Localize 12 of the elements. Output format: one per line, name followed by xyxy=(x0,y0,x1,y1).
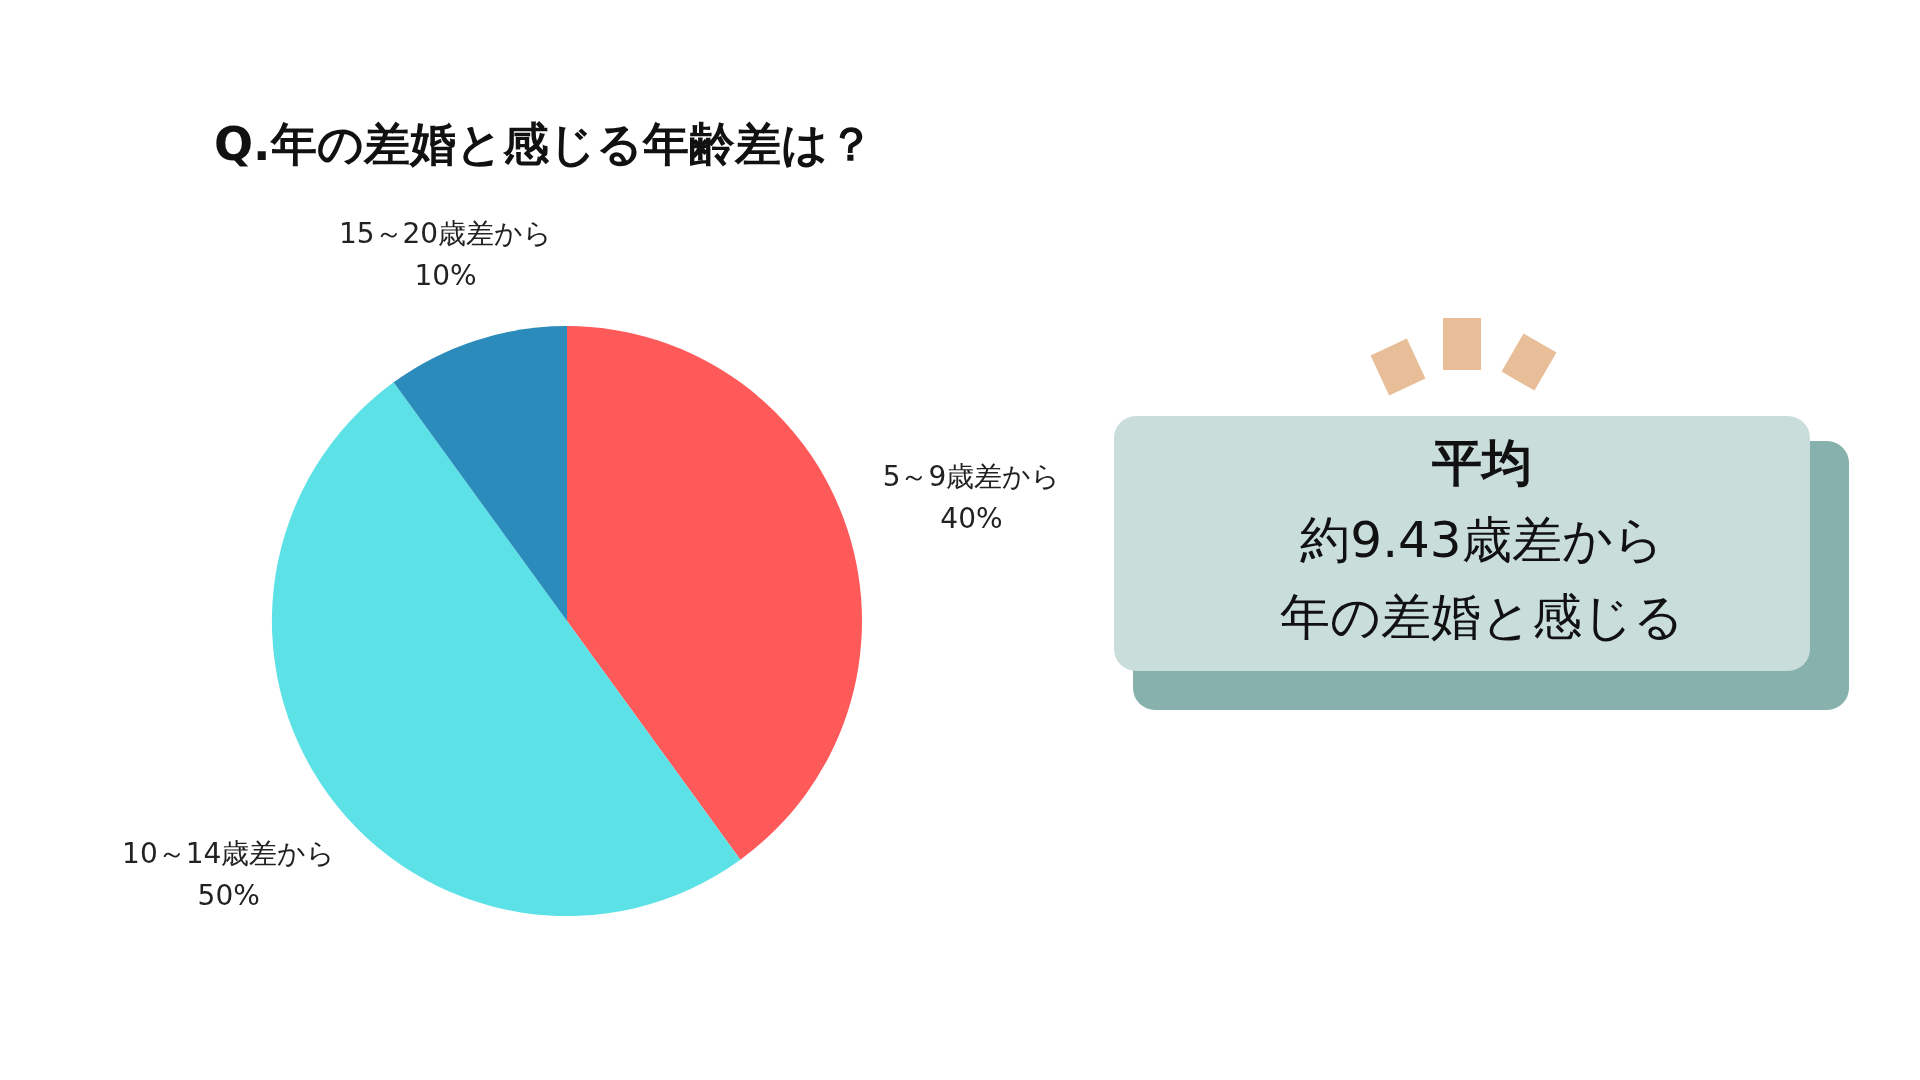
slice-label: 15～20歳差から xyxy=(338,217,553,251)
pie-slice xyxy=(393,326,567,621)
data-label: 10% xyxy=(414,259,477,293)
text: 平均 xyxy=(1431,434,1532,492)
slice-label: 10～14歳差から xyxy=(122,836,336,870)
slice-label: 5～9歳差から xyxy=(882,459,1061,493)
pie-slice xyxy=(567,326,862,860)
text: 年の差婚と感じる xyxy=(1280,588,1684,646)
text: 約9.43歳差から xyxy=(1300,511,1664,569)
data-label: 50% xyxy=(197,878,260,912)
data-label: 40% xyxy=(940,501,1003,535)
chart-title: Q.年の差婚と感じる年齢差は？ xyxy=(214,117,874,171)
